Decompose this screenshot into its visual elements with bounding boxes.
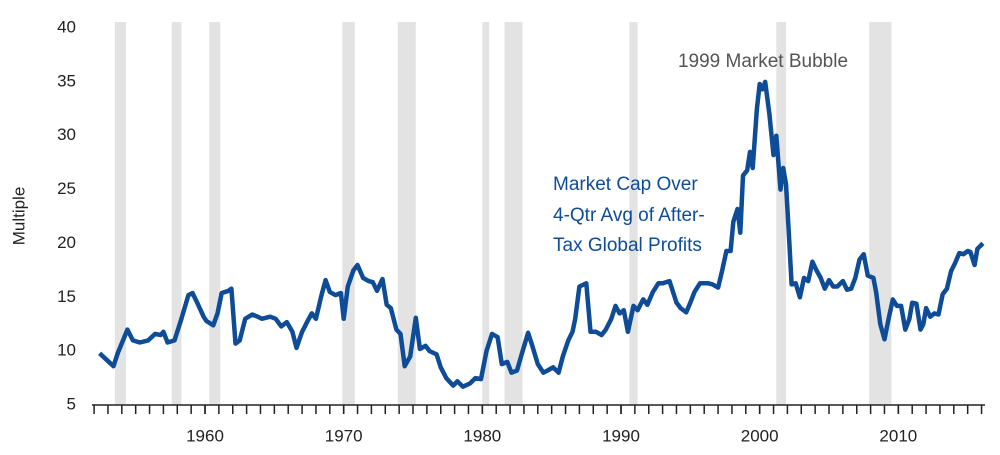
- recession-band: [776, 22, 787, 405]
- recession-band: [482, 22, 490, 405]
- y-tick-label: 30: [57, 125, 76, 144]
- y-tick-label: 10: [57, 341, 76, 360]
- y-tick-label: 5: [67, 394, 76, 413]
- series-label: Market Cap Over: [553, 174, 698, 195]
- y-tick-label: 15: [57, 287, 76, 306]
- recession-band: [869, 22, 892, 405]
- recession-band: [171, 22, 182, 405]
- series-label: Tax Global Profits: [553, 235, 702, 256]
- y-tick-label: 25: [57, 179, 76, 198]
- recession-band: [504, 22, 523, 405]
- recession-band: [114, 22, 126, 405]
- x-tick-label: 1970: [325, 426, 363, 445]
- x-tick-label: 2000: [741, 426, 779, 445]
- x-tick-label: 1980: [463, 426, 501, 445]
- recession-band: [629, 22, 638, 405]
- series-line: [98, 79, 985, 389]
- recession-band: [342, 22, 355, 405]
- y-tick-label: 35: [57, 71, 76, 90]
- x-tick-label: 1960: [186, 426, 224, 445]
- annotation: 1999 Market Bubble: [678, 51, 848, 72]
- y-tick-label: 40: [57, 17, 76, 36]
- recession-band: [209, 22, 221, 405]
- series-label: 4-Qtr Avg of After-: [553, 205, 705, 226]
- x-tick-label: 2010: [879, 426, 917, 445]
- recession-band: [397, 22, 416, 405]
- y-tick-label: 20: [57, 233, 76, 252]
- y-axis-label: Multiple: [9, 187, 28, 246]
- shade-layer: [114, 22, 892, 405]
- x-tick-label: 1990: [602, 426, 640, 445]
